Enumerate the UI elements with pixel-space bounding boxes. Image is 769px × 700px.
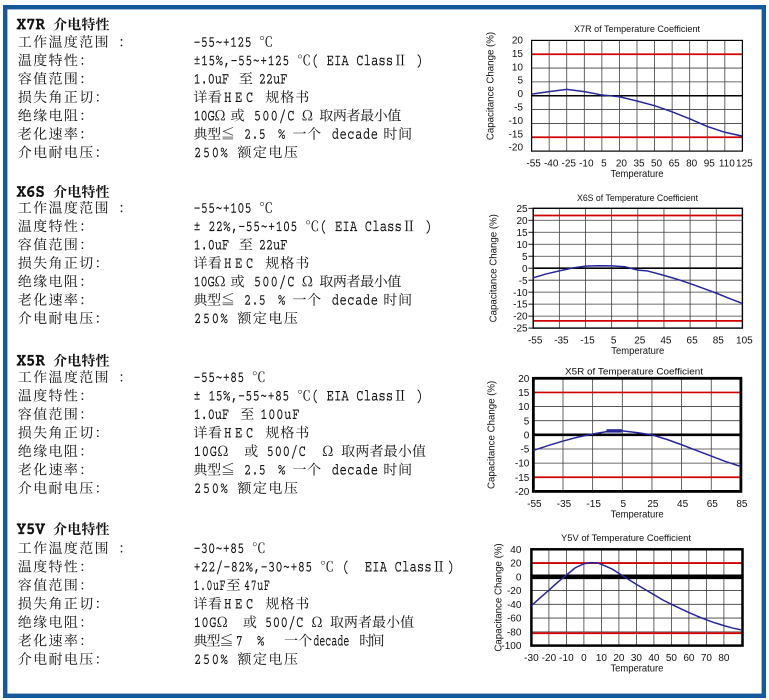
svg-text:-15: -15 [586,499,601,510]
svg-text:30: 30 [631,653,643,664]
svg-text:20: 20 [616,159,628,170]
svg-text:-20: -20 [507,586,522,597]
svg-text:-25: -25 [513,324,528,335]
svg-text:5: 5 [621,499,627,510]
svg-text:40: 40 [510,545,522,556]
svg-text:10: 10 [518,402,530,413]
svg-text:-10: -10 [513,288,528,299]
svg-text:Temperature: Temperature [610,663,663,675]
svg-text:-40: -40 [507,600,522,611]
svg-text:5: 5 [611,336,617,347]
svg-text:-30: -30 [524,653,539,664]
svg-text:-5: -5 [520,445,529,456]
svg-text:Capacitance Change (%): Capacitance Change (%) [486,32,497,140]
svg-text:-15: -15 [513,300,528,311]
svg-text:10: 10 [512,62,524,73]
svg-text:-40: -40 [544,159,559,170]
svg-text:35: 35 [633,159,645,170]
svg-text:0: 0 [524,430,530,441]
svg-text:0: 0 [517,89,523,100]
svg-text:25: 25 [516,204,528,215]
svg-text:X6S of Temperature Coefficient: X6S of Temperature Coefficient [577,193,698,204]
svg-text:Capacitance Change (%): Capacitance Change (%) [489,214,500,322]
svg-text:15: 15 [512,49,524,60]
svg-text:15: 15 [516,228,528,239]
svg-text:X5R of Temperature Coefficien: X5R of Temperature Coefficient [565,367,703,378]
svg-text:Temperature: Temperature [611,345,664,357]
svg-text:Y5V of Temperature Coefficien: Y5V of Temperature Coefficient [561,533,691,544]
svg-text:60: 60 [683,653,695,664]
svg-text:80: 80 [686,159,698,170]
svg-text:-10: -10 [559,653,574,664]
svg-text:65: 65 [669,159,681,170]
svg-text:-20: -20 [509,143,524,154]
svg-text:Temperature: Temperature [611,508,664,520]
svg-text:20: 20 [510,559,522,570]
svg-text:-10: -10 [509,116,524,127]
svg-text:5: 5 [524,416,530,427]
svg-text:20: 20 [512,36,524,47]
svg-text:Temperature: Temperature [611,168,664,180]
svg-text:-20: -20 [542,653,557,664]
svg-text:0: 0 [516,572,522,583]
svg-text:50: 50 [666,653,678,664]
svg-text:0: 0 [522,264,528,275]
svg-text:10: 10 [516,240,528,251]
svg-text:-55: -55 [527,499,542,510]
svg-text:-20: -20 [513,312,528,323]
svg-text:15: 15 [518,388,530,399]
svg-text:85: 85 [713,336,725,347]
svg-text:-20: -20 [515,487,530,498]
svg-text:-15: -15 [509,129,524,140]
svg-text:80: 80 [718,653,730,664]
svg-text:-60: -60 [507,614,522,625]
svg-text:25: 25 [634,336,646,347]
svg-text:-15: -15 [580,336,595,347]
svg-text:-35: -35 [557,499,572,510]
svg-text:-35: -35 [554,336,569,347]
svg-text:-5: -5 [519,276,528,287]
svg-text:-100: -100 [501,641,521,652]
svg-text:50: 50 [651,159,663,170]
svg-text:125: 125 [736,159,753,170]
svg-text:-55: -55 [526,159,541,170]
svg-text:65: 65 [707,499,719,510]
svg-text:5: 5 [601,159,607,170]
svg-text:95: 95 [704,159,716,170]
svg-text:20: 20 [518,374,530,385]
svg-text:-15: -15 [515,473,530,484]
svg-text:40: 40 [648,653,660,664]
svg-text:25: 25 [647,499,659,510]
svg-text:105: 105 [736,336,753,347]
svg-text:-10: -10 [579,159,594,170]
svg-text:10: 10 [596,653,608,664]
svg-text:-80: -80 [507,627,522,638]
svg-text:-10: -10 [515,459,530,470]
svg-text:-55: -55 [528,336,543,347]
svg-text:-5: -5 [514,103,523,114]
svg-text:X7R of Temperature Coefficient: X7R of Temperature Coefficient [574,24,700,35]
svg-text:70: 70 [701,653,713,664]
svg-text:5: 5 [522,252,528,263]
svg-text:110: 110 [719,159,735,170]
svg-text:Capacitance Change (%): Capacitance Change (%) [494,543,505,651]
svg-text:85: 85 [736,499,748,510]
svg-text:Capacitance Change (%): Capacitance Change (%) [487,381,498,489]
svg-text:20: 20 [516,216,528,227]
svg-text:0: 0 [581,653,587,664]
svg-text:45: 45 [660,336,672,347]
svg-text:65: 65 [687,336,699,347]
svg-text:-25: -25 [562,159,577,170]
svg-text:5: 5 [517,76,523,87]
svg-text:45: 45 [677,499,689,510]
svg-text:20: 20 [613,653,625,664]
